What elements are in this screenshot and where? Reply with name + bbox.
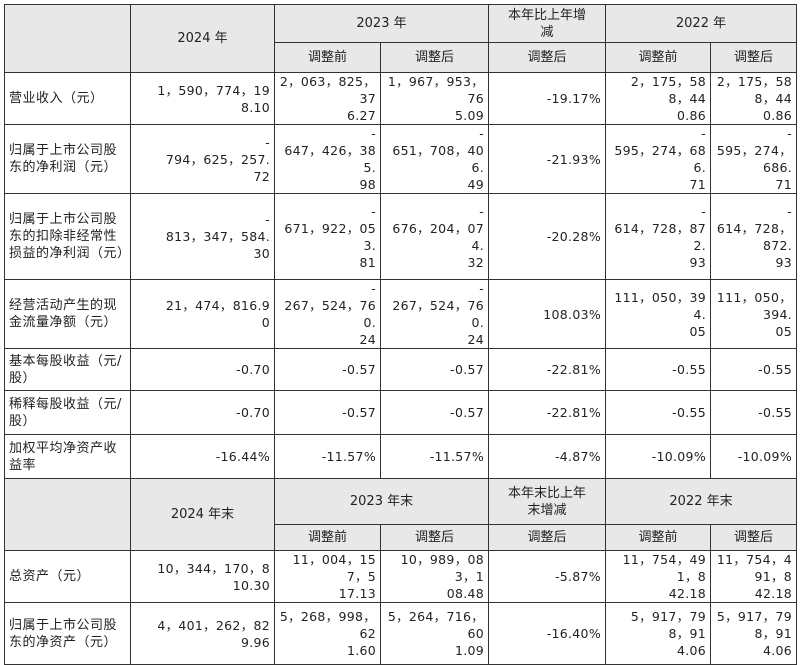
cell-2022-after: - 595，274，686. 71 [710, 124, 797, 194]
cell-2022-after: 111，050，394. 05 [710, 279, 797, 349]
cell-2023-before: - 647，426，385. 98 [274, 124, 381, 194]
cell-2023-after: - 676，204，074. 32 [380, 193, 489, 280]
cell-2022-end-before: 11，754，491，8 42.18 [605, 550, 711, 603]
cell-2024: -16.44% [130, 434, 275, 479]
row-label: 加权平均净资产收益率 [4, 434, 131, 479]
cell-2023-after: - 651，708，406. 49 [380, 124, 489, 194]
cell-change-end: -5.87% [488, 550, 606, 603]
row-label: 稀释每股收益（元/股） [4, 390, 131, 435]
header-2024-end: 2024 年末 [130, 478, 275, 551]
header-2023: 2023 年 [274, 4, 489, 43]
header-2022-after: 调整后 [710, 42, 797, 73]
header-2023-after: 调整后 [380, 42, 489, 73]
header-row-years: 2024 年 2023 年 本年比上年增 减 2022 年 [4, 4, 797, 73]
header-corner-cell [4, 478, 131, 551]
header-2024: 2024 年 [130, 4, 275, 73]
header-row-adjust: 调整前 调整后 调整后 调整前 调整后 [5, 42, 797, 73]
cell-2022-before: 111，050，394. 05 [605, 279, 711, 349]
cell-2023-after: -11.57% [380, 434, 489, 479]
header-2022-end-before: 调整前 [605, 524, 711, 551]
cell-2023-after: -0.57 [380, 390, 489, 435]
cell-2023-after: - 267，524，760. 24 [380, 279, 489, 349]
row-label: 总资产（元） [4, 550, 131, 603]
cell-2023-before: -0.57 [274, 390, 381, 435]
table-row: 营业收入（元） 1，590，774，19 8.10 2，063，825，37 6… [4, 72, 797, 125]
header-row-year-end: 2024 年末 2023 年末 本年末比上年 末增减 2022 年末 [4, 478, 797, 551]
cell-2024: 1，590，774，19 8.10 [130, 72, 275, 125]
cell-change: 108.03% [488, 279, 606, 349]
header-change-end-text: 本年末比上年 末增减 [507, 485, 586, 518]
cell-2024-end: 4，401，262，82 9.96 [130, 602, 275, 665]
cell-2022-before: -0.55 [605, 390, 711, 435]
cell-2023-before: -11.57% [274, 434, 381, 479]
cell-2024: 21，474，816.9 0 [130, 279, 275, 349]
cell-change: -19.17% [488, 72, 606, 125]
cell-2024: -0.70 [130, 390, 275, 435]
cell-change: -4.87% [488, 434, 606, 479]
table-row: 归属于上市公司股东的扣除非经常性损益的净利润（元） - 813，347，584.… [4, 193, 797, 280]
table-row: 经营活动产生的现金流量净额（元） 21，474，816.9 0 - 267，52… [4, 279, 797, 349]
header-row-adjust-end: 调整前 调整后 调整后 调整前 调整后 [5, 524, 797, 551]
row-label: 归属于上市公司股东的扣除非经常性损益的净利润（元） [4, 193, 131, 280]
cell-change: -22.81% [488, 390, 606, 435]
row-label: 经营活动产生的现金流量净额（元） [4, 279, 131, 349]
cell-2022-before: -10.09% [605, 434, 711, 479]
cell-2023-before: - 671，922，053. 81 [274, 193, 381, 280]
cell-2023-before: - 267，524，760. 24 [274, 279, 381, 349]
header-2023-end-after: 调整后 [380, 524, 489, 551]
header-change: 本年比上年增 减 [488, 4, 606, 43]
row-label: 基本每股收益（元/股） [4, 348, 131, 391]
table-row: 归属于上市公司股东的净资产（元） 4，401，262，82 9.96 5，268… [4, 602, 797, 665]
cell-2022-after: -0.55 [710, 390, 797, 435]
row-label: 归属于上市公司股东的净资产（元） [4, 602, 131, 665]
cell-2022-before: - 595，274，686. 71 [605, 124, 711, 194]
cell-2022-before: 2，175，588，44 0.86 [605, 72, 711, 125]
cell-2022-end-after: 5，917，798，91 4.06 [710, 602, 797, 665]
cell-2022-after: -10.09% [710, 434, 797, 479]
cell-change: -20.28% [488, 193, 606, 280]
header-change-after: 调整后 [488, 42, 606, 73]
table-row: 加权平均净资产收益率 -16.44% -11.57% -11.57% -4.87… [4, 434, 797, 479]
cell-change-end: -16.40% [488, 602, 606, 665]
cell-2023-end-after: 10，989，083，1 08.48 [380, 550, 489, 603]
cell-2022-end-after: 11，754，491，8 42.18 [710, 550, 797, 603]
cell-2024-end: 10，344，170，8 10.30 [130, 550, 275, 603]
financial-data-table: 2024 年 2023 年 本年比上年增 减 2022 年 调整前 调整后 调整… [4, 4, 797, 665]
cell-2022-end-before: 5，917，798，91 4.06 [605, 602, 711, 665]
header-2022: 2022 年 [605, 4, 797, 43]
cell-2024: - 813，347，584. 30 [130, 193, 275, 280]
cell-2022-after: - 614，728，872. 93 [710, 193, 797, 280]
header-2022-before: 调整前 [605, 42, 711, 73]
cell-2023-end-before: 11，004，157，5 17.13 [274, 550, 381, 603]
cell-2023-after: 1，967，953，76 5.09 [380, 72, 489, 125]
row-label: 营业收入（元） [4, 72, 131, 125]
header-corner-cell [4, 4, 131, 73]
cell-2024: -0.70 [130, 348, 275, 391]
header-2023-end-before: 调整前 [274, 524, 381, 551]
cell-change: -22.81% [488, 348, 606, 391]
header-2022-end-after: 调整后 [710, 524, 797, 551]
table-row: 稀释每股收益（元/股） -0.70 -0.57 -0.57 -22.81% -0… [4, 390, 797, 435]
cell-2023-end-before: 5，268，998，62 1.60 [274, 602, 381, 665]
cell-2022-after: 2，175，588，44 0.86 [710, 72, 797, 125]
table-row: 总资产（元） 10，344，170，8 10.30 11，004，157，5 1… [4, 550, 797, 603]
header-change-end: 本年末比上年 末增减 [488, 478, 606, 525]
cell-2023-before: 2，063，825，37 6.27 [274, 72, 381, 125]
table-row: 归属于上市公司股东的净利润（元） - 794，625，257. 72 - 647… [4, 124, 797, 194]
header-change-text: 本年比上年增 减 [507, 7, 586, 40]
cell-2023-end-after: 5，264，716，60 1.09 [380, 602, 489, 665]
header-change-end-after: 调整后 [488, 524, 606, 551]
cell-2022-before: -0.55 [605, 348, 711, 391]
header-2023-end: 2023 年末 [274, 478, 489, 525]
cell-change: -21.93% [488, 124, 606, 194]
row-label: 归属于上市公司股东的净利润（元） [4, 124, 131, 194]
cell-2022-after: -0.55 [710, 348, 797, 391]
cell-2023-before: -0.57 [274, 348, 381, 391]
cell-2024: - 794，625，257. 72 [130, 124, 275, 194]
header-2022-end: 2022 年末 [605, 478, 797, 525]
cell-2023-after: -0.57 [380, 348, 489, 391]
header-2023-before: 调整前 [274, 42, 381, 73]
cell-2022-before: - 614，728，872. 93 [605, 193, 711, 280]
table-row: 基本每股收益（元/股） -0.70 -0.57 -0.57 -22.81% -0… [4, 348, 797, 391]
